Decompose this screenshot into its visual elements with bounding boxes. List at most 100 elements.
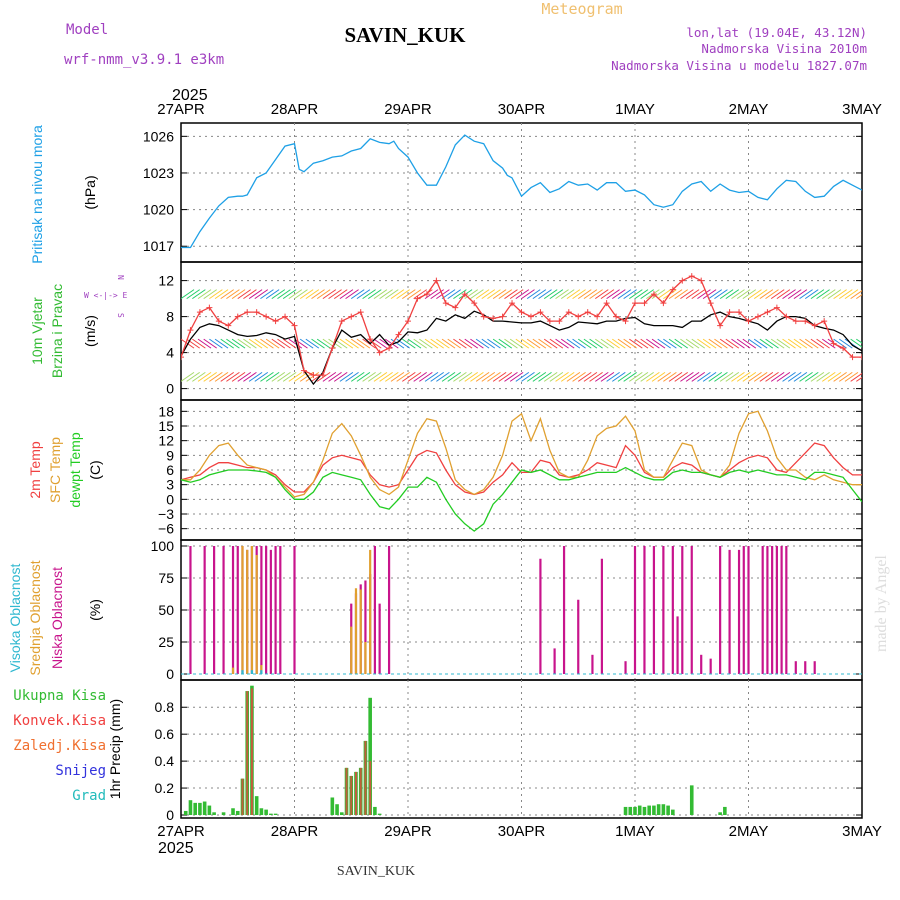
gust-marker: [830, 340, 837, 347]
wind-barb: [260, 371, 274, 382]
precip-bar: [202, 801, 207, 815]
gust-marker: [282, 313, 289, 320]
wind-barb: [305, 289, 320, 300]
wind-barb: [663, 371, 677, 382]
wind-barb: [844, 371, 859, 382]
wind-barb: [572, 371, 586, 382]
station-title: SAVIN_KUK: [345, 23, 467, 47]
gust-marker: [849, 354, 856, 361]
wind-barb: [436, 289, 450, 300]
wind-barb: [685, 289, 700, 300]
wind-barb: [680, 371, 694, 382]
wind-barb: [736, 338, 751, 349]
wind-barb: [680, 289, 694, 300]
precip-bar: [235, 810, 240, 815]
wind-barb: [396, 289, 410, 300]
wind-barb: [799, 338, 813, 349]
wind-barb: [538, 371, 552, 382]
gust-marker: [509, 300, 516, 307]
wind-barb: [742, 289, 757, 300]
wind-barb: [532, 289, 547, 300]
wind-barb: [600, 338, 615, 349]
wind-barb: [765, 289, 779, 300]
wind-barb: [714, 338, 728, 349]
y-tick-label: 15: [158, 418, 174, 434]
gust-marker: [319, 372, 326, 379]
x-tick-label-top: 27APR: [157, 101, 205, 118]
wind-barb: [776, 338, 791, 349]
wind-barb: [475, 371, 490, 382]
wind-barb: [549, 289, 564, 300]
gust-marker: [641, 300, 648, 307]
wind-barb: [248, 338, 263, 349]
wind-barb: [617, 338, 632, 349]
wind-barb: [322, 289, 337, 300]
y-tick-label: 0.4: [155, 753, 175, 769]
gust-marker: [215, 318, 222, 325]
wind-barb: [181, 371, 195, 382]
wind-barb: [277, 338, 291, 349]
wind-barb: [793, 338, 808, 349]
y-tick-label: −6: [158, 521, 174, 537]
wind-barb: [436, 371, 450, 382]
wind-barb: [254, 371, 269, 382]
wind-barb: [606, 371, 620, 382]
gust-marker: [452, 304, 459, 311]
gust-marker: [405, 318, 411, 325]
x-tick-label-top: 28APR: [271, 101, 319, 118]
legend-convective: Konvek.Kisa: [13, 713, 106, 729]
gust-marker: [802, 318, 809, 325]
wind-barb: [668, 371, 683, 382]
precip-bar: [188, 800, 193, 815]
wind-barb: [385, 371, 399, 382]
wind-barb: [521, 338, 535, 349]
panel-pressure: 1017 1020 1023 1026: [143, 122, 863, 263]
wind-barb: [487, 289, 501, 300]
wind-barb: [572, 338, 586, 349]
x-tick-label-bottom: 1MAY: [615, 823, 655, 840]
wind-barb: [555, 289, 569, 300]
wind-barb: [220, 289, 235, 300]
wind-barb: [708, 289, 723, 300]
wind-barb: [441, 338, 456, 349]
wind-barb: [481, 338, 496, 349]
wind-barb: [674, 338, 689, 349]
wind-barb: [538, 289, 552, 300]
wind-barb: [362, 338, 376, 349]
wind-barb: [322, 371, 337, 382]
gust-marker: [556, 318, 563, 325]
wind-barb: [617, 289, 632, 300]
wind-barb: [821, 289, 836, 300]
precip-bar: [637, 805, 642, 815]
wind-barb: [600, 371, 615, 382]
series-line: [181, 466, 862, 532]
gust-marker: [225, 322, 232, 329]
gust-marker: [603, 300, 610, 307]
y-tick-label: 50: [158, 602, 174, 618]
wind-barb: [413, 289, 427, 300]
precip-bar: [259, 808, 264, 815]
compass-north: N: [116, 275, 125, 280]
panel-data: [183, 685, 727, 815]
wind-barb: [589, 338, 603, 349]
gust-marker: [679, 277, 686, 284]
wind-barb: [453, 371, 467, 382]
wind-barb: [623, 289, 637, 300]
wind-barb: [833, 289, 847, 300]
wind-barb: [526, 371, 541, 382]
wind-barb: [577, 289, 592, 300]
wind-barb: [776, 289, 791, 300]
wind-barb: [810, 289, 825, 300]
gust-marker: [196, 309, 203, 316]
wind-barb: [362, 371, 376, 382]
wind-barb: [492, 289, 507, 300]
unit-pressure: (hPa): [82, 175, 98, 209]
gust-marker: [688, 273, 695, 280]
wind-barb: [821, 338, 836, 349]
wind-barb: [521, 289, 535, 300]
legend-hail: Grad: [72, 788, 106, 804]
wind-barb: [577, 338, 592, 349]
gust-marker: [348, 313, 355, 320]
wind-barb: [362, 289, 376, 300]
